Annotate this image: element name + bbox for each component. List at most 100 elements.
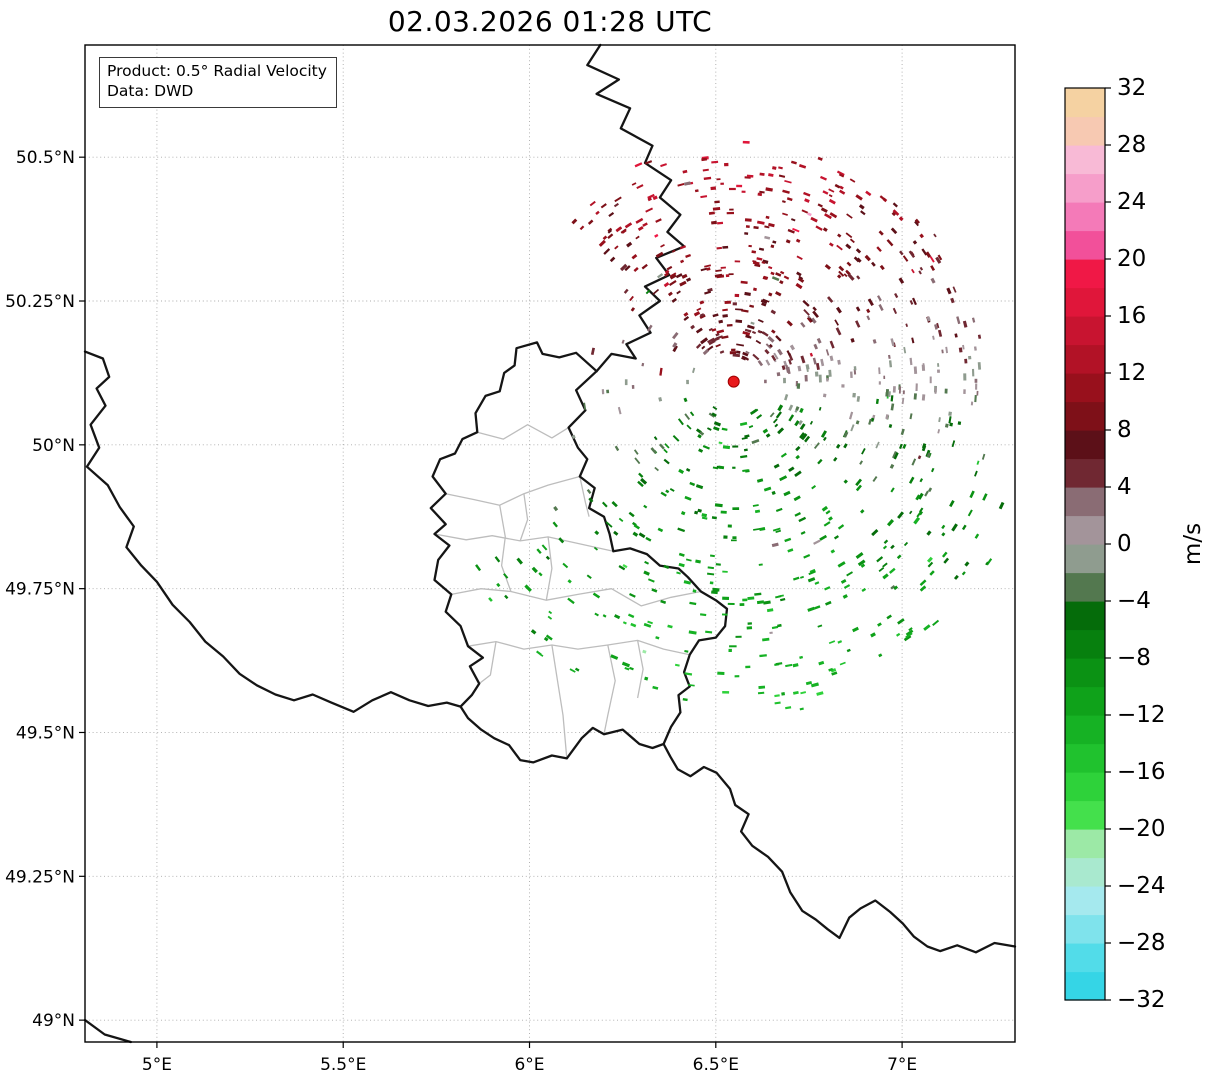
velocity-bin xyxy=(634,162,643,168)
velocity-bin xyxy=(825,600,832,606)
velocity-bin xyxy=(631,182,637,186)
velocity-bin xyxy=(571,218,578,225)
velocity-bin xyxy=(797,277,805,283)
velocity-bin xyxy=(841,384,845,388)
velocity-bin xyxy=(739,603,745,606)
velocity-bin xyxy=(689,411,695,417)
velocity-bin xyxy=(900,428,905,436)
colorbar: 32 28 24 20 16 12 8 4 0 −4 −8 −12 −16 −20 −24 −28 −32 m/s xyxy=(1064,75,1206,1013)
velocity-bin xyxy=(963,373,967,381)
velocity-bin xyxy=(818,374,822,383)
velocity-bin xyxy=(713,426,720,432)
velocity-bin xyxy=(801,433,808,441)
velocity-bin xyxy=(744,232,749,235)
velocity-bin xyxy=(961,524,967,531)
velocity-bin xyxy=(925,251,932,259)
velocity-bin xyxy=(956,316,961,325)
velocity-bin xyxy=(771,329,776,334)
velocity-bin xyxy=(727,524,732,528)
velocity-bin xyxy=(782,189,790,194)
velocity-bin xyxy=(821,505,829,512)
velocity-bin xyxy=(888,424,893,429)
velocity-bin xyxy=(618,565,626,571)
velocity-bin xyxy=(840,579,847,584)
velocity-bin xyxy=(608,211,615,218)
velocity-bin xyxy=(708,211,715,215)
velocity-bin xyxy=(883,375,886,380)
velocity-bin xyxy=(898,277,905,284)
velocity-bin xyxy=(837,359,841,365)
velocity-bin xyxy=(826,378,829,382)
velocity-bin xyxy=(709,554,715,558)
velocity-bin xyxy=(773,463,780,469)
velocity-bin xyxy=(886,614,892,620)
velocity-bin xyxy=(912,297,917,306)
velocity-bin xyxy=(774,694,780,698)
velocity-bin xyxy=(769,412,775,418)
velocity-bin xyxy=(882,573,889,580)
velocity-bin xyxy=(698,448,704,453)
velocity-bin xyxy=(837,561,846,568)
velocity-bin xyxy=(890,227,898,235)
velocity-bin xyxy=(815,362,820,370)
velocity-bin xyxy=(763,275,769,280)
velocity-bin xyxy=(637,225,644,231)
country-border xyxy=(662,742,1017,954)
velocity-bin xyxy=(494,556,501,563)
velocity-bin xyxy=(941,532,946,537)
velocity-bin xyxy=(775,335,782,342)
y-tick-label: 49.25°N xyxy=(5,867,75,887)
velocity-bin xyxy=(685,467,691,472)
velocity-bin xyxy=(671,249,676,253)
velocity-bin xyxy=(601,501,608,508)
velocity-bin xyxy=(828,667,834,672)
velocity-bin xyxy=(914,218,921,225)
velocity-bin xyxy=(847,273,855,281)
velocity-bin xyxy=(837,233,842,238)
velocity-bin xyxy=(753,527,761,531)
velocity-bin xyxy=(574,667,580,672)
velocity-bin xyxy=(552,521,558,528)
velocity-bin xyxy=(774,701,781,705)
velocity-bin xyxy=(633,524,641,530)
velocity-bin xyxy=(764,379,767,384)
velocity-bin xyxy=(627,613,635,619)
velocity-bin xyxy=(779,475,788,482)
velocity-bin xyxy=(729,351,737,355)
velocity-bin xyxy=(886,519,895,527)
velocity-bin xyxy=(684,672,693,676)
velocity-bin xyxy=(679,280,687,287)
velocity-bin xyxy=(828,242,834,247)
velocity-bin xyxy=(860,509,865,514)
velocity-bin xyxy=(799,707,804,711)
velocity-bin xyxy=(802,299,810,307)
velocity-bin xyxy=(889,463,895,469)
velocity-bin xyxy=(800,530,806,535)
velocity-bin xyxy=(891,211,897,217)
velocity-bin xyxy=(676,290,681,295)
velocity-bin xyxy=(839,185,844,190)
velocity-bin xyxy=(757,360,764,367)
velocity-bin xyxy=(830,549,836,554)
velocity-bin xyxy=(547,615,553,620)
velocity-bin xyxy=(937,254,943,261)
velocity-bin xyxy=(777,427,785,435)
velocity-bin xyxy=(919,266,924,271)
gridlines xyxy=(85,45,1015,1042)
velocity-bin xyxy=(850,337,855,343)
velocity-bin xyxy=(686,277,692,282)
velocity-bin xyxy=(660,244,665,248)
velocity-bin xyxy=(837,640,843,644)
velocity-bin xyxy=(811,485,817,490)
velocity-bin xyxy=(684,649,689,653)
velocity-bin xyxy=(861,448,866,455)
velocity-bin xyxy=(732,536,737,539)
colorbar-tick-label: −16 xyxy=(1117,759,1166,785)
velocity-bin xyxy=(931,467,935,473)
velocity-bin xyxy=(715,333,720,337)
velocity-bin xyxy=(885,389,890,397)
x-tick-label: 5°E xyxy=(142,1055,172,1075)
velocity-bin xyxy=(791,218,796,222)
velocity-bin xyxy=(893,452,899,460)
